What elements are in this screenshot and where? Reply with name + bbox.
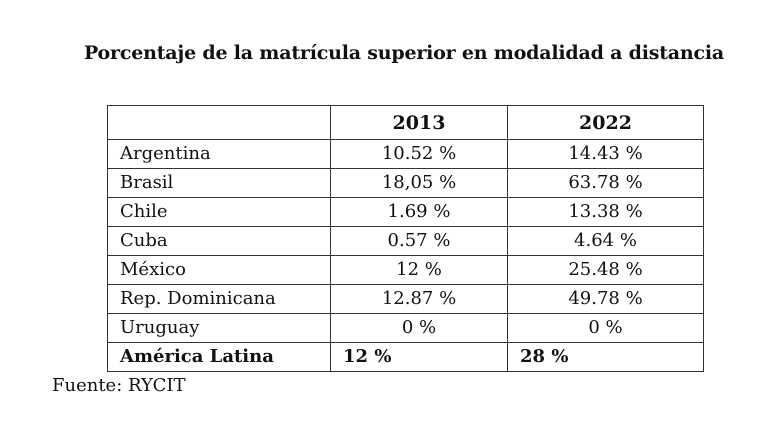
value-2013-cell: 12 %: [330, 255, 508, 285]
table-title: Porcentaje de la matrícula superior en m…: [83, 42, 725, 64]
table-row: Argentina 10.52 % 14.43 %: [107, 139, 704, 169]
value-2013-cell: 18,05 %: [330, 168, 508, 198]
table-row: Chile 1.69 % 13.38 %: [107, 197, 704, 227]
value-2022-cell: 14.43 %: [507, 139, 704, 169]
value-2013-cell: 0.57 %: [330, 226, 508, 256]
country-cell: Rep. Dominicana: [107, 284, 331, 314]
value-2022-cell: 63.78 %: [507, 168, 704, 198]
value-2022-cell: 13.38 %: [507, 197, 704, 227]
table-row: Uruguay 0 % 0 %: [107, 313, 704, 343]
header-row: 2013 2022: [107, 105, 704, 140]
country-cell: Chile: [107, 197, 331, 227]
enrollment-table: 2013 2022 Argentina 10.52 % 14.43 % Brasil 1…: [107, 105, 704, 372]
table-row: Brasil 18,05 % 63.78 %: [107, 168, 704, 198]
header-2013: 2013: [330, 105, 508, 140]
country-cell: Cuba: [107, 226, 331, 256]
header-2022: 2022: [507, 105, 704, 140]
table-row: México 12 % 25.48 %: [107, 255, 704, 285]
value-2013-cell: 12.87 %: [330, 284, 508, 314]
country-cell: Argentina: [107, 139, 331, 169]
total-2022: 28 %: [507, 342, 704, 372]
value-2022-cell: 49.78 %: [507, 284, 704, 314]
table-row: Rep. Dominicana 12.87 % 49.78 %: [107, 284, 704, 314]
value-2013-cell: 1.69 %: [330, 197, 508, 227]
header-empty: [107, 105, 331, 140]
country-cell: Uruguay: [107, 313, 331, 343]
value-2013-cell: 10.52 %: [330, 139, 508, 169]
table-row: Cuba 0.57 % 4.64 %: [107, 226, 704, 256]
total-row: América Latina 12 % 28 %: [107, 342, 704, 372]
country-cell: México: [107, 255, 331, 285]
value-2022-cell: 4.64 %: [507, 226, 704, 256]
source-note: Fuente: RYCIT: [52, 375, 186, 396]
country-cell: Brasil: [107, 168, 331, 198]
value-2013-cell: 0 %: [330, 313, 508, 343]
value-2022-cell: 25.48 %: [507, 255, 704, 285]
value-2022-cell: 0 %: [507, 313, 704, 343]
total-2013: 12 %: [330, 342, 508, 372]
total-label: América Latina: [107, 342, 331, 372]
